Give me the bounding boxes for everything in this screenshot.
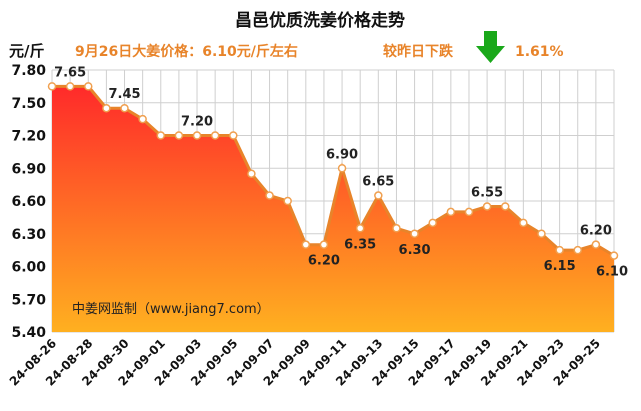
data-point: [374, 191, 383, 200]
data-label: 6.35: [344, 237, 376, 252]
data-point: [555, 245, 564, 255]
y-tick-label: 7.20: [11, 129, 46, 145]
data-point: [156, 131, 166, 140]
data-label: 7.45: [108, 87, 140, 102]
data-point: [192, 131, 202, 140]
data-point: [537, 229, 546, 238]
y-axis-label: 元/斤: [9, 42, 44, 60]
y-tick-label: 6.90: [11, 161, 46, 177]
data-point: [84, 82, 93, 91]
data-point: [319, 240, 329, 249]
data-point: [229, 131, 238, 140]
y-tick-label: 6.00: [11, 260, 46, 276]
data-point: [247, 169, 256, 178]
data-point: [428, 218, 437, 228]
data-label: 6.15: [544, 259, 576, 274]
data-points: [47, 82, 619, 260]
data-point: [410, 229, 419, 238]
x-axis-ticks: 24-08-2624-08-2824-08-3024-09-0124-09-03…: [7, 336, 603, 388]
data-point: [138, 114, 147, 124]
data-point: [174, 131, 184, 140]
change-text: 较昨日下跌: [383, 43, 454, 60]
change-percent: 1.61%: [515, 44, 564, 60]
data-point: [464, 207, 474, 217]
y-tick-label: 5.70: [11, 292, 46, 308]
chart-subtitle: 9月26日大姜价格：6.10元/斤左右: [75, 43, 298, 60]
data-point: [265, 191, 274, 200]
data-label: 6.20: [580, 224, 612, 239]
data-point: [500, 202, 510, 211]
data-label: 6.10: [596, 265, 628, 280]
y-tick-label: 6.30: [11, 227, 46, 243]
data-point: [102, 103, 111, 113]
data-point: [210, 131, 220, 140]
y-tick-label: 7.50: [11, 96, 46, 112]
data-point: [519, 218, 528, 228]
y-axis-ticks: 5.40 5.70 6.00 6.30 6.60 6.90 7.20 7.50 7.80: [11, 63, 46, 341]
data-point: [120, 103, 129, 113]
data-label: 6.30: [399, 243, 431, 258]
data-point: [301, 240, 311, 249]
data-point: [392, 224, 401, 233]
y-tick-label: 5.40: [11, 325, 46, 341]
data-label: 7.20: [181, 115, 213, 130]
data-point: [446, 207, 456, 217]
y-tick-label: 7.80: [11, 63, 46, 79]
data-labels: 7.65 7.45 7.20 6.20 6.90 6.35 6.65 6.30 6.55 6.15…: [54, 65, 628, 279]
data-label: 6.90: [326, 147, 358, 162]
data-point: [337, 164, 347, 173]
data-point: [47, 82, 57, 91]
down-arrow-icon: [476, 31, 505, 63]
data-point: [482, 202, 492, 211]
data-point: [609, 251, 619, 260]
data-label: 7.65: [54, 65, 86, 80]
data-point: [65, 82, 75, 91]
chart-title: 昌邑优质洗姜价格走势: [235, 10, 405, 31]
y-tick-label: 6.60: [11, 194, 46, 210]
data-point: [283, 196, 292, 206]
data-label: 6.55: [471, 185, 503, 200]
data-point: [573, 245, 582, 255]
data-point: [591, 240, 601, 249]
data-point: [355, 224, 365, 233]
data-label: 6.20: [308, 254, 340, 269]
data-label: 6.65: [362, 175, 394, 190]
watermark: 中姜网监制（www.jiang7.com）: [72, 302, 270, 317]
